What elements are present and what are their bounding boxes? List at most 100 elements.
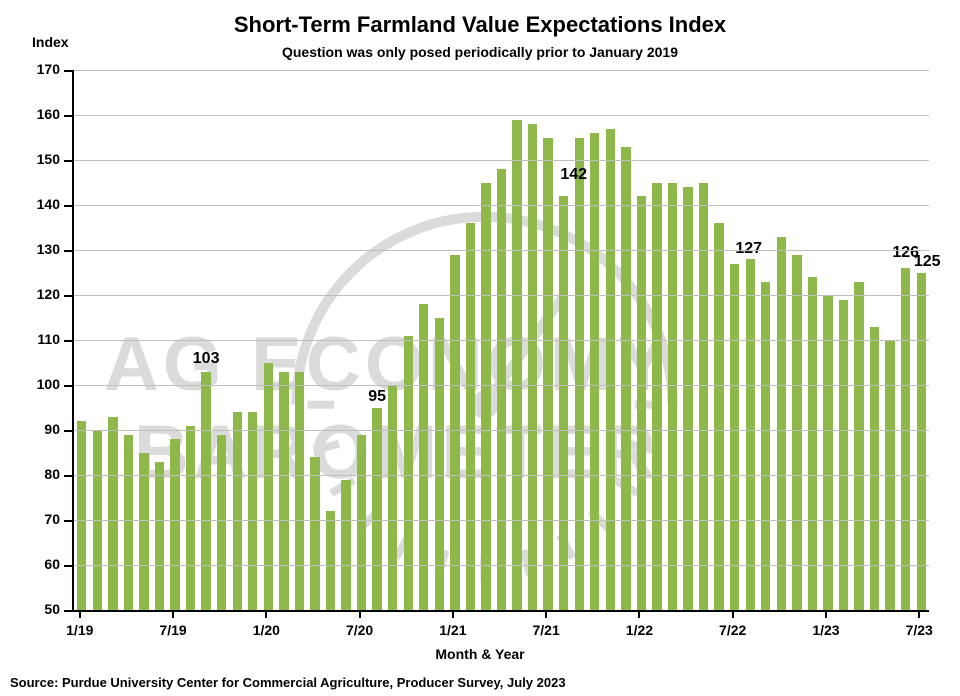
bar [435, 318, 444, 611]
y-tick-label: 90 [26, 421, 60, 437]
x-tick [545, 610, 547, 618]
gridline [74, 520, 929, 521]
gridline [74, 475, 929, 476]
bar [481, 183, 490, 611]
y-tick [64, 295, 72, 297]
bar [575, 138, 584, 611]
bar [746, 259, 755, 610]
x-tick [265, 610, 267, 618]
bar [777, 237, 786, 611]
y-tick-label: 160 [26, 106, 60, 122]
bar [139, 453, 148, 611]
bar [326, 511, 335, 610]
bar [917, 273, 926, 611]
bar [170, 439, 179, 610]
bar [233, 412, 242, 610]
y-axis-title: Index [32, 34, 69, 50]
bar [761, 282, 770, 611]
bar [901, 268, 910, 610]
bar [264, 363, 273, 611]
bar [839, 300, 848, 611]
x-tick-label: 1/22 [626, 622, 653, 638]
y-tick-label: 170 [26, 61, 60, 77]
x-tick-label: 7/22 [719, 622, 746, 638]
x-tick-label: 1/21 [439, 622, 466, 638]
bar [668, 183, 677, 611]
bar [295, 372, 304, 611]
gridline [74, 115, 929, 116]
data-label: 125 [914, 253, 941, 271]
bar [854, 282, 863, 611]
chart-source: Source: Purdue University Center for Com… [10, 675, 566, 690]
bar [466, 223, 475, 610]
bar [357, 435, 366, 611]
chart-container: Short-Term Farmland Value Expectations I… [0, 0, 960, 696]
y-tick [64, 70, 72, 72]
y-tick [64, 205, 72, 207]
gridline [74, 385, 929, 386]
bar [808, 277, 817, 610]
x-tick [732, 610, 734, 618]
x-tick-label: 7/21 [533, 622, 560, 638]
y-tick-label: 140 [26, 196, 60, 212]
bar [450, 255, 459, 611]
y-tick [64, 475, 72, 477]
bar [279, 372, 288, 611]
y-tick-label: 70 [26, 511, 60, 527]
bar [497, 169, 506, 610]
gridline [74, 295, 929, 296]
bar [124, 435, 133, 611]
y-tick-label: 80 [26, 466, 60, 482]
gridline [74, 250, 929, 251]
bar [621, 147, 630, 611]
y-tick [64, 340, 72, 342]
bar [372, 408, 381, 611]
bar [155, 462, 164, 611]
y-tick [64, 430, 72, 432]
bar [714, 223, 723, 610]
bar [792, 255, 801, 611]
bar [108, 417, 117, 611]
gridline [74, 205, 929, 206]
y-tick-label: 150 [26, 151, 60, 167]
x-tick [638, 610, 640, 618]
data-label: 103 [193, 350, 220, 368]
x-tick-label: 7/20 [346, 622, 373, 638]
y-tick [64, 250, 72, 252]
x-tick [452, 610, 454, 618]
y-tick [64, 160, 72, 162]
y-tick-label: 110 [26, 331, 60, 347]
bar [528, 124, 537, 610]
bar [543, 138, 552, 611]
x-tick [359, 610, 361, 618]
x-tick-label: 1/19 [66, 622, 93, 638]
bar [730, 264, 739, 611]
x-tick-label: 1/23 [812, 622, 839, 638]
bar [823, 295, 832, 610]
y-tick [64, 385, 72, 387]
bar [637, 196, 646, 610]
bar [388, 385, 397, 610]
x-tick [825, 610, 827, 618]
y-tick [64, 115, 72, 117]
bar [310, 457, 319, 610]
x-tick-label: 7/19 [159, 622, 186, 638]
bar [77, 421, 86, 610]
bar [699, 183, 708, 611]
bar [186, 426, 195, 611]
bar [201, 372, 210, 611]
bar [652, 183, 661, 611]
bar [404, 336, 413, 611]
y-tick-label: 120 [26, 286, 60, 302]
gridline [74, 430, 929, 431]
gridline [74, 160, 929, 161]
bar [606, 129, 615, 611]
bar [559, 196, 568, 610]
y-tick [64, 565, 72, 567]
y-tick [64, 520, 72, 522]
data-label: 142 [560, 166, 587, 184]
x-tick-label: 7/23 [906, 622, 933, 638]
data-label: 95 [368, 388, 386, 406]
x-axis-title: Month & Year [0, 646, 960, 662]
chart-title: Short-Term Farmland Value Expectations I… [0, 12, 960, 38]
